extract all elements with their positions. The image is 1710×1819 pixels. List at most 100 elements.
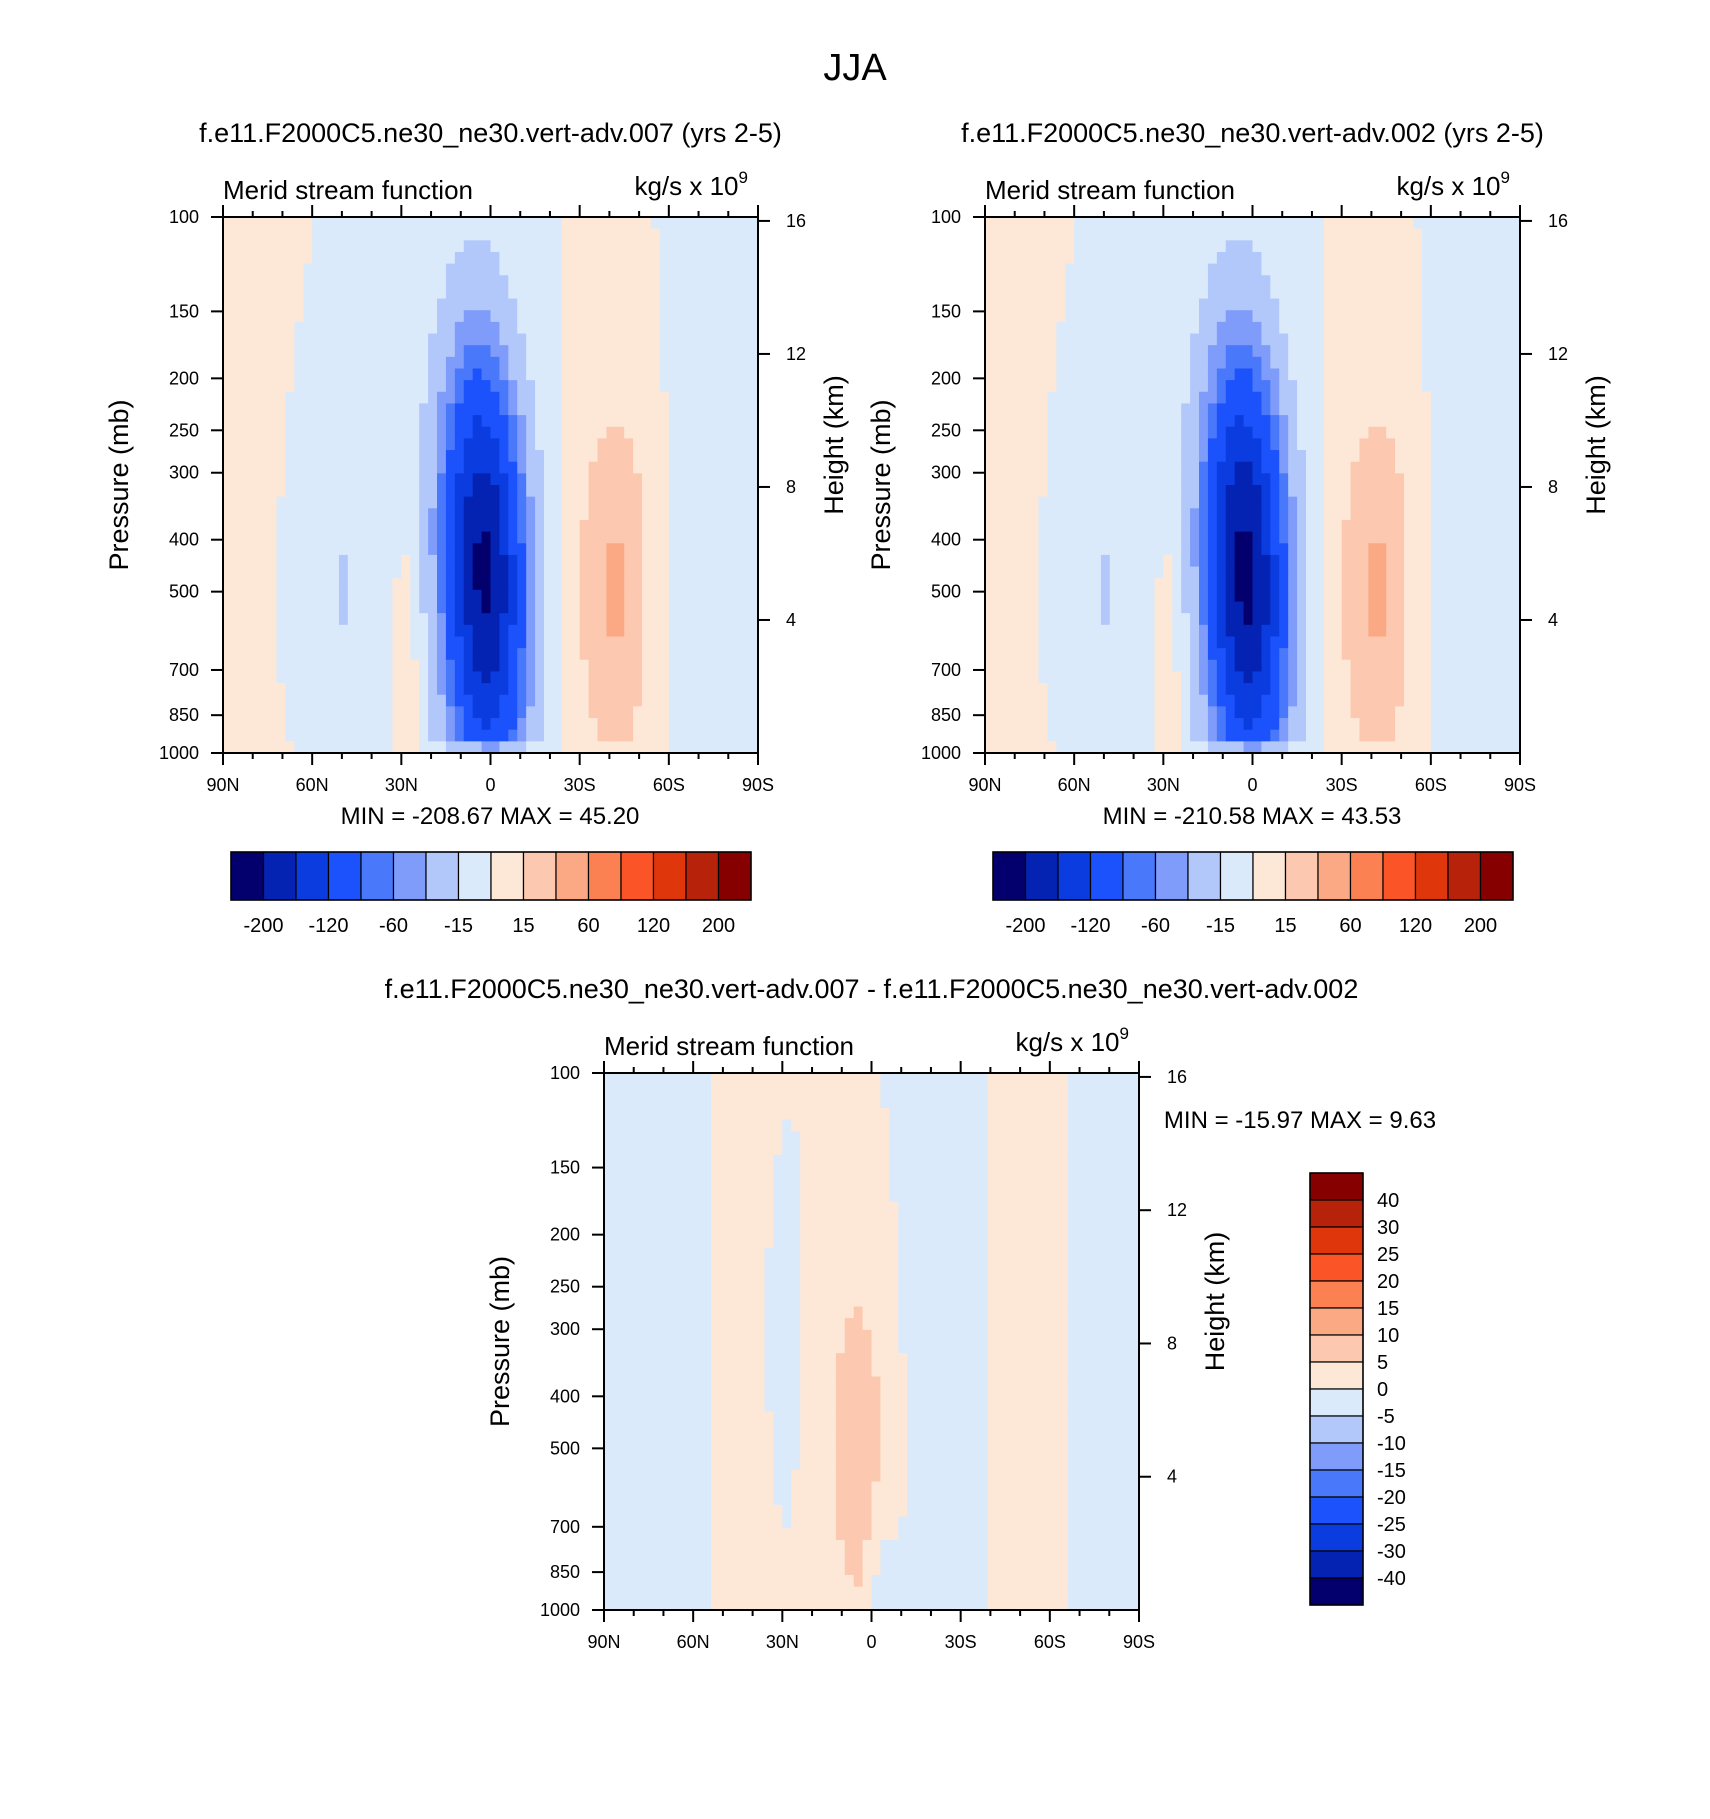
heatmap-cell [642, 706, 652, 719]
heatmap-cell [294, 706, 304, 719]
heatmap-cell [285, 473, 295, 486]
heatmap-cell [240, 683, 251, 696]
heatmap-cell [240, 694, 251, 707]
heatmap-cell [1216, 345, 1227, 358]
heatmap-cell [1190, 601, 1200, 614]
heatmap-cell [677, 671, 688, 684]
heatmap-cell [597, 554, 608, 568]
heatmap-cell [1011, 741, 1022, 754]
heatmap-cell [1020, 566, 1031, 579]
heatmap-cell [606, 718, 616, 731]
heatmap-cell [1127, 415, 1138, 428]
heatmap-cell [392, 531, 402, 544]
heatmap-cell [1261, 275, 1271, 288]
heatmap-cell [1047, 368, 1057, 381]
heatmap-cell [231, 286, 242, 300]
heatmap-cell [731, 403, 741, 416]
heatmap-cell [1323, 310, 1334, 323]
heatmap-cell [704, 263, 715, 276]
heatmap-cell [1145, 286, 1156, 300]
heatmap-cell [1172, 636, 1182, 649]
heatmap-cell [668, 380, 679, 393]
heatmap-cell [659, 263, 670, 276]
heatmap-cell [993, 438, 1004, 451]
heatmap-cell [535, 333, 545, 346]
heatmap-cell [428, 450, 438, 463]
heatmap-cell [1145, 298, 1156, 311]
heatmap-cell [1145, 519, 1156, 533]
heatmap-cell [561, 426, 572, 439]
heatmap-cell [392, 368, 402, 381]
heatmap-cell [445, 263, 456, 276]
heatmap-cell [624, 624, 634, 638]
heatmap-cell [561, 415, 572, 428]
heatmap-cell [347, 310, 358, 323]
heatmap-cell [303, 403, 313, 416]
heatmap-cell [985, 415, 995, 428]
heatmap-cell [686, 613, 697, 626]
heatmap-cell [1297, 403, 1307, 416]
heatmap-cell [1074, 613, 1084, 626]
heatmap-cell [1056, 508, 1066, 521]
heatmap-cell [633, 286, 643, 300]
heatmap-cell [570, 496, 581, 509]
heatmap-cell [1216, 298, 1227, 311]
heatmap-cell [526, 659, 536, 673]
heatmap-cell [642, 310, 652, 323]
heatmap-cell [401, 275, 411, 288]
heatmap-cell [624, 741, 634, 754]
heatmap-cell [1065, 426, 1075, 439]
heatmap-cell [303, 275, 313, 288]
heatmap-cell [1047, 461, 1057, 474]
heatmap-cell [1118, 589, 1129, 603]
heatmap-cell [985, 263, 995, 276]
heatmap-cell [294, 694, 304, 707]
heatmap-cell [1100, 485, 1111, 498]
heatmap-cell [445, 251, 456, 265]
heatmap-cell [704, 450, 715, 463]
heatmap-cell [285, 333, 295, 346]
heatmap-cell [1136, 228, 1147, 241]
heatmap-cell [454, 659, 465, 673]
heatmap-cell [1109, 554, 1120, 568]
heatmap-cell [472, 438, 483, 451]
heatmap-cell [1199, 508, 1209, 521]
heatmap-cell [668, 659, 679, 673]
heatmap-cell [677, 356, 688, 370]
heatmap-cell [668, 251, 679, 265]
heatmap-cell [392, 496, 402, 509]
heatmap-cell [1065, 345, 1075, 358]
heatmap-cell [490, 741, 501, 754]
heatmap-cell [1038, 368, 1049, 381]
heatmap-cell [659, 286, 670, 300]
heatmap-cell [240, 240, 251, 253]
heatmap-cell [445, 450, 456, 463]
heatmap-cell [1234, 263, 1245, 276]
heatmap-cell [713, 275, 723, 288]
heatmap-cell [1047, 624, 1057, 638]
heatmap-cell [1359, 275, 1370, 288]
heatmap-cell [1065, 543, 1075, 556]
heatmap-cell [1377, 519, 1387, 533]
heatmap-cell [454, 589, 465, 603]
heatmap-cell [1038, 391, 1049, 405]
heatmap-cell [258, 613, 269, 626]
heatmap-cell [633, 310, 643, 323]
heatmap-cell [1100, 368, 1111, 381]
heatmap-cell [1216, 624, 1227, 638]
heatmap-cell [437, 473, 447, 486]
heatmap-cell [535, 321, 545, 335]
heatmap-cell [356, 578, 367, 591]
heatmap-cell [597, 601, 608, 614]
heatmap-cell [1136, 578, 1147, 591]
heatmap-cell [570, 636, 581, 649]
heatmap-cell [659, 566, 670, 579]
heatmap-cell [1092, 321, 1102, 335]
heatmap-cell [740, 601, 750, 614]
heatmap-cell [437, 310, 447, 323]
heatmap-cell [223, 438, 233, 451]
heatmap-cell [508, 659, 518, 673]
heatmap-cell [472, 333, 483, 346]
heatmap-cell [1252, 391, 1263, 405]
heatmap-cell [285, 228, 295, 241]
